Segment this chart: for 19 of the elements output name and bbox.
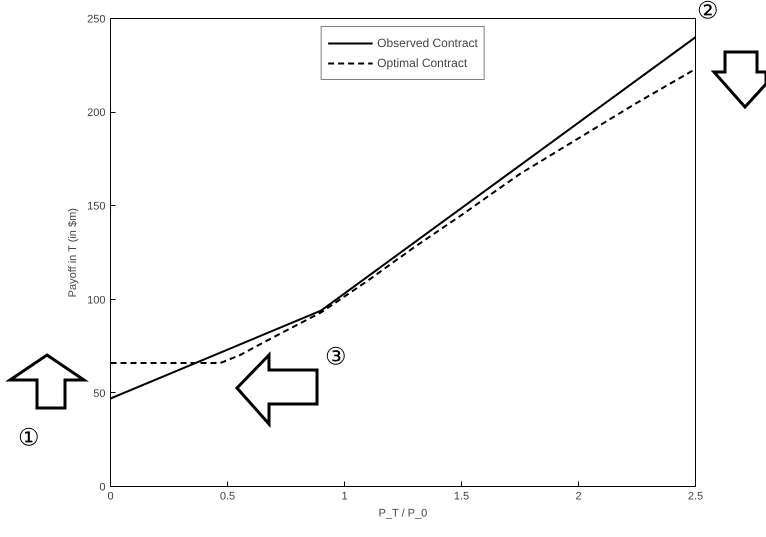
x-tick-label: 2 (575, 490, 582, 502)
x-tick-label: 1 (341, 490, 348, 502)
y-axis-title: Payoff in T (in $m) (67, 208, 80, 298)
y-tick-label: 250 (87, 14, 106, 26)
x-tick-label: 2.5 (688, 490, 704, 502)
x-axis-title: P_T / P_0 (378, 508, 428, 520)
legend-label: Observed Contract (377, 36, 478, 50)
text: ② (697, 0, 719, 25)
y-tick-label: 100 (87, 294, 106, 306)
x-tick-label: 1.5 (454, 490, 470, 502)
y-tick-label: 200 (87, 107, 106, 120)
y-tick-label: 0 (99, 482, 106, 494)
annotation: ③ (325, 342, 347, 371)
x-tick-label: 0 (107, 490, 114, 502)
text: ① (18, 424, 40, 452)
x-tick-label: 0.5 (220, 490, 236, 502)
legend-label: Optimal Contract (377, 56, 468, 70)
y-tick-label: 50 (93, 388, 106, 400)
y-tick-label: 150 (87, 200, 106, 213)
